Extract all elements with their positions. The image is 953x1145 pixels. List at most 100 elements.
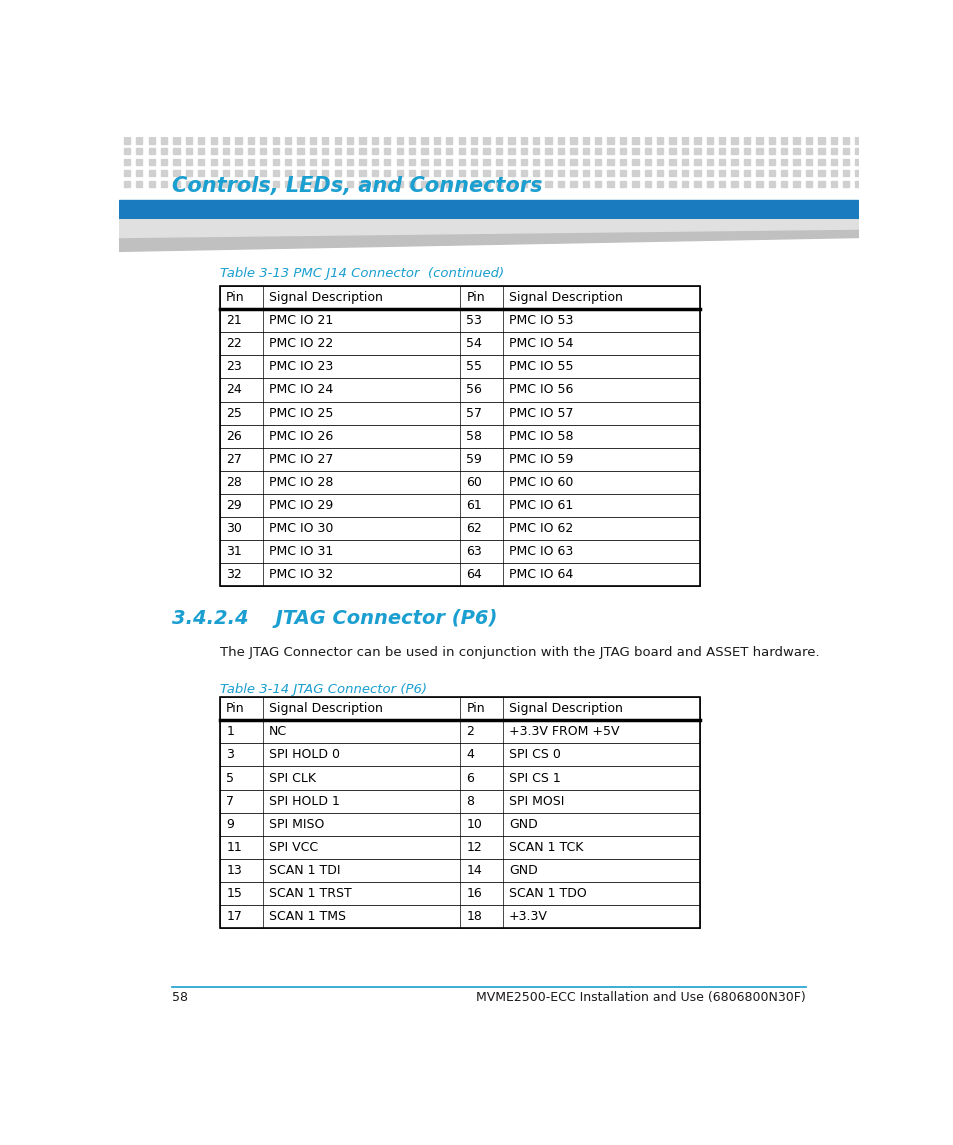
Bar: [681, 148, 687, 155]
Bar: [582, 148, 588, 155]
Bar: [545, 181, 551, 187]
Bar: [558, 181, 563, 187]
Bar: [471, 169, 476, 176]
Bar: [136, 148, 142, 155]
Bar: [297, 159, 303, 165]
Bar: [211, 159, 216, 165]
Bar: [619, 137, 625, 143]
Bar: [471, 181, 476, 187]
Bar: [260, 169, 266, 176]
Bar: [719, 148, 724, 155]
Bar: [297, 137, 303, 143]
Bar: [830, 159, 836, 165]
Text: 62: 62: [466, 522, 481, 535]
Bar: [842, 137, 848, 143]
Text: 63: 63: [466, 545, 481, 558]
Text: 30: 30: [226, 522, 242, 535]
Text: PMC IO 64: PMC IO 64: [509, 568, 573, 582]
Bar: [347, 169, 353, 176]
Bar: [149, 159, 154, 165]
Bar: [508, 181, 514, 187]
Text: 57: 57: [466, 406, 482, 419]
Text: PMC IO 62: PMC IO 62: [509, 522, 573, 535]
Bar: [322, 137, 328, 143]
Bar: [359, 137, 365, 143]
Bar: [198, 181, 204, 187]
Bar: [347, 148, 353, 155]
Bar: [220, 286, 700, 309]
Bar: [657, 159, 662, 165]
Bar: [533, 159, 538, 165]
Bar: [372, 148, 377, 155]
Text: 58: 58: [172, 992, 188, 1004]
Bar: [694, 148, 700, 155]
Text: SPI CS 1: SPI CS 1: [509, 772, 560, 784]
Text: 22: 22: [226, 338, 242, 350]
Bar: [595, 159, 600, 165]
Bar: [595, 169, 600, 176]
Text: Pin: Pin: [226, 291, 245, 305]
Bar: [719, 159, 724, 165]
Bar: [607, 137, 613, 143]
Bar: [186, 148, 192, 155]
Bar: [483, 137, 489, 143]
Text: 56: 56: [466, 384, 482, 396]
Bar: [508, 137, 514, 143]
Bar: [248, 169, 253, 176]
Bar: [124, 159, 130, 165]
Bar: [235, 181, 241, 187]
Text: 8: 8: [466, 795, 474, 807]
Bar: [359, 148, 365, 155]
Text: SPI CLK: SPI CLK: [269, 772, 315, 784]
Bar: [220, 332, 700, 355]
Text: 13: 13: [226, 864, 242, 877]
Bar: [322, 169, 328, 176]
Bar: [793, 159, 799, 165]
Bar: [619, 169, 625, 176]
Text: 21: 21: [226, 314, 242, 327]
Bar: [446, 148, 452, 155]
Bar: [520, 137, 526, 143]
Bar: [781, 181, 786, 187]
Bar: [520, 181, 526, 187]
Bar: [335, 169, 340, 176]
Bar: [260, 159, 266, 165]
Text: Signal Description: Signal Description: [509, 702, 622, 716]
Text: 53: 53: [466, 314, 482, 327]
Bar: [496, 148, 501, 155]
Bar: [681, 159, 687, 165]
Text: 60: 60: [466, 476, 482, 489]
Bar: [471, 137, 476, 143]
Bar: [273, 169, 278, 176]
Bar: [458, 159, 464, 165]
Bar: [285, 159, 291, 165]
Bar: [198, 169, 204, 176]
Bar: [644, 137, 650, 143]
Bar: [124, 137, 130, 143]
Text: PMC IO 53: PMC IO 53: [509, 314, 573, 327]
Bar: [483, 181, 489, 187]
Bar: [595, 148, 600, 155]
Bar: [855, 181, 861, 187]
Text: SCAN 1 TRST: SCAN 1 TRST: [269, 887, 352, 900]
Bar: [855, 159, 861, 165]
Bar: [508, 159, 514, 165]
Bar: [220, 743, 700, 766]
Bar: [793, 148, 799, 155]
Bar: [310, 137, 315, 143]
Bar: [558, 148, 563, 155]
Bar: [396, 159, 402, 165]
Bar: [384, 181, 390, 187]
Bar: [347, 181, 353, 187]
Bar: [220, 813, 700, 836]
Text: 11: 11: [226, 840, 242, 854]
Bar: [719, 169, 724, 176]
Bar: [347, 159, 353, 165]
Bar: [558, 137, 563, 143]
Bar: [372, 159, 377, 165]
Bar: [297, 181, 303, 187]
Text: PMC IO 57: PMC IO 57: [509, 406, 573, 419]
Bar: [396, 148, 402, 155]
Text: 64: 64: [466, 568, 481, 582]
Bar: [421, 148, 427, 155]
